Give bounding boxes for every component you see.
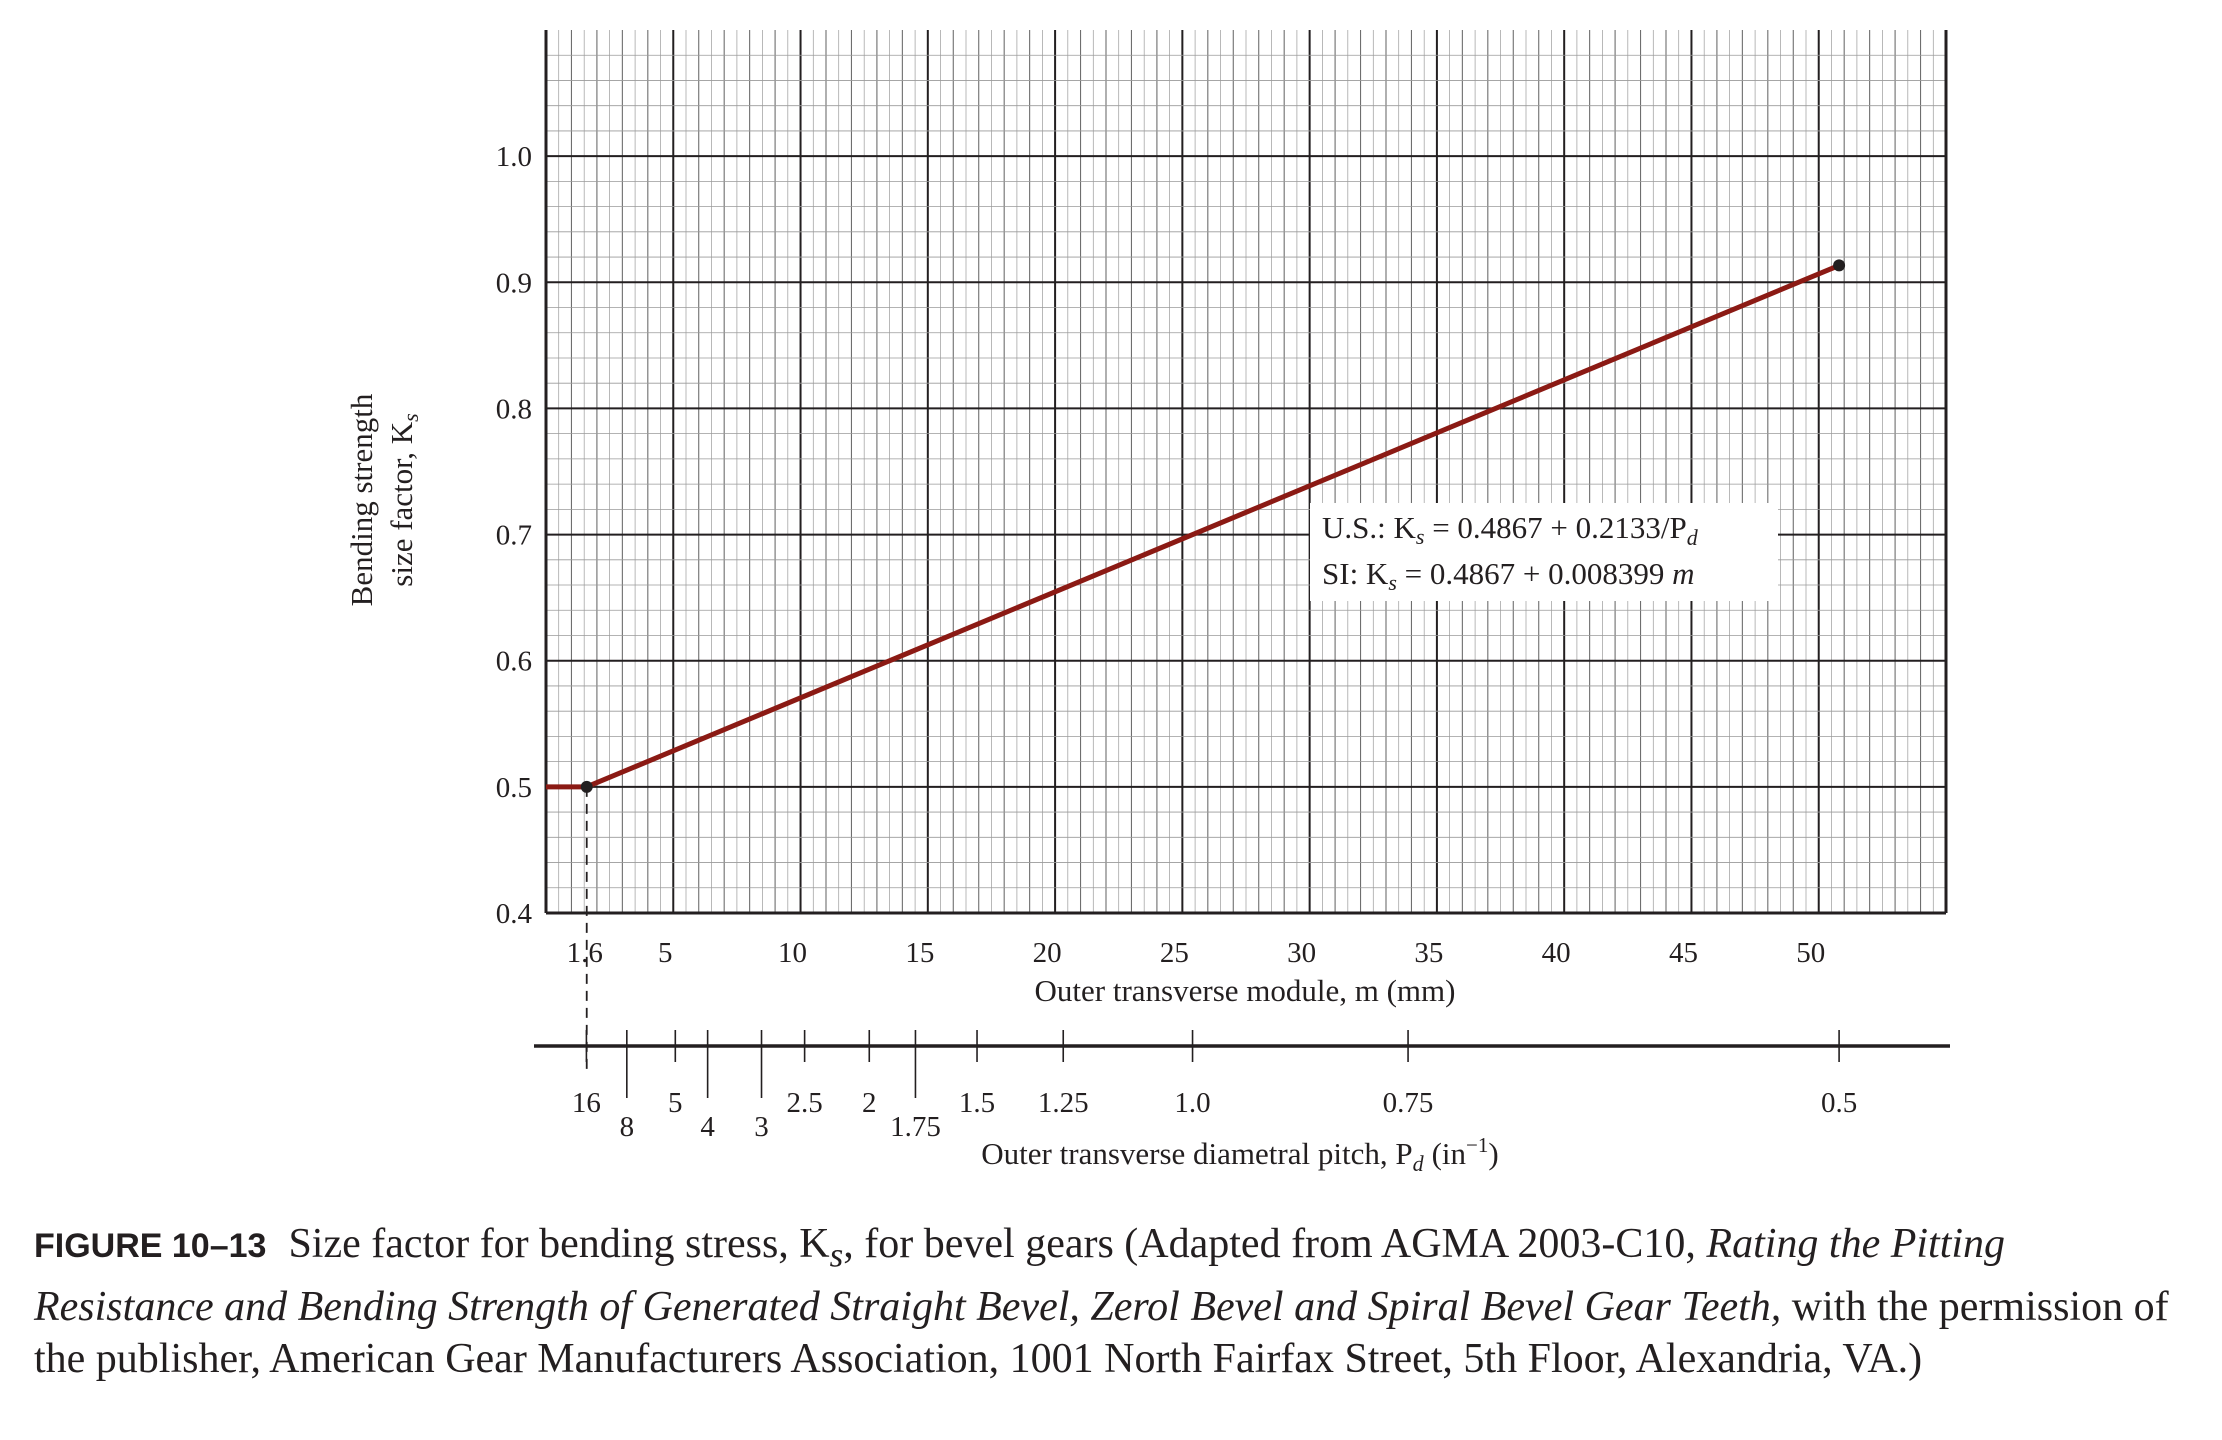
y-tick-label: 0.8 — [496, 393, 532, 425]
chart: 0.40.50.60.70.80.91.01.6 5 10 15 20 25 30 35 40 4… — [344, 30, 1950, 1176]
equation-box: U.S.: Ks = 0.4867 + 0.2133/Pd SI: Ks = 0… — [1310, 503, 1778, 601]
labels: Outer transverse module, m (mm) Bending … — [344, 393, 1499, 1176]
equation-background — [1310, 503, 1778, 601]
axes: 0.40.50.60.70.80.91.01.6 5 10 15 20 25 30 35 40 4… — [496, 30, 1950, 1143]
secondary-tick-label: 1.75 — [890, 1111, 941, 1143]
secondary-tick-label: 3 — [754, 1111, 769, 1143]
secondary-tick-label: 16 — [572, 1087, 601, 1119]
secondary-tick-label: 1.5 — [959, 1087, 995, 1119]
figure-caption: FIGURE 10–13 Size factor for bending stre… — [34, 1218, 2194, 1385]
x-axis-label: Outer transverse module, m (mm) — [1035, 973, 1456, 1008]
caption-title: Rating the Pitting Resistance and Bendin… — [34, 1221, 2006, 1331]
secondary-tick-label: 2.5 — [786, 1087, 822, 1119]
grid — [546, 30, 1946, 913]
y-tick-label: 0.5 — [496, 772, 532, 804]
x-tick-label: 35 — [1414, 937, 1443, 969]
secondary-tick-label: 1.25 — [1038, 1087, 1089, 1119]
y-tick-label: 0.4 — [496, 898, 533, 930]
secondary-tick-label: 1.0 — [1174, 1087, 1210, 1119]
y-tick-label: 1.0 — [496, 141, 532, 173]
secondary-tick-label: 0.75 — [1383, 1087, 1434, 1119]
y-axis-label-line1: Bending strength — [344, 393, 379, 606]
x-tick-label: 5 — [658, 937, 673, 969]
caption-text-3: with the permission of the publisher, Am… — [34, 1284, 2169, 1383]
secondary-tick-label: 8 — [620, 1111, 635, 1143]
figure-label: FIGURE 10–13 — [34, 1227, 267, 1265]
y-axis-label-line2: size factor, Ks — [384, 413, 423, 586]
x-tick-label: 1.6 — [567, 937, 603, 969]
secondary-tick-label: 4 — [700, 1111, 715, 1143]
x-tick-label: 30 — [1287, 937, 1316, 969]
x-tick-label: 20 — [1033, 937, 1062, 969]
secondary-tick-label: 0.5 — [1821, 1087, 1857, 1119]
caption-text-1: Size factor for bending stress, K — [288, 1221, 830, 1267]
secondary-tick-label: 5 — [668, 1087, 683, 1119]
y-tick-label: 0.6 — [496, 646, 532, 678]
equation-si: SI: Ks = 0.4867 + 0.008399 m — [1322, 556, 1695, 595]
data-point — [1833, 259, 1846, 272]
data-point — [580, 780, 593, 793]
series — [546, 259, 1846, 793]
x-tick-label: 25 — [1160, 937, 1189, 969]
equation-us: U.S.: Ks = 0.4867 + 0.2133/Pd — [1322, 510, 1699, 550]
y-tick-label: 0.9 — [496, 267, 532, 299]
x-tick-label: 50 — [1796, 937, 1825, 969]
secondary-axis-label: Outer transverse diametral pitch, Pd (in−… — [981, 1133, 1498, 1176]
x-tick-label: 15 — [905, 937, 934, 969]
secondary-tick-label: 2 — [862, 1087, 877, 1119]
caption-sub: s — [829, 1235, 844, 1275]
caption-text-2: , for bevel gears (Adapted from AGMA 200… — [843, 1221, 1707, 1267]
x-tick-label: 10 — [778, 937, 807, 969]
y-tick-label: 0.7 — [496, 520, 532, 552]
x-tick-label: 40 — [1542, 937, 1571, 969]
x-tick-label: 45 — [1669, 937, 1698, 969]
